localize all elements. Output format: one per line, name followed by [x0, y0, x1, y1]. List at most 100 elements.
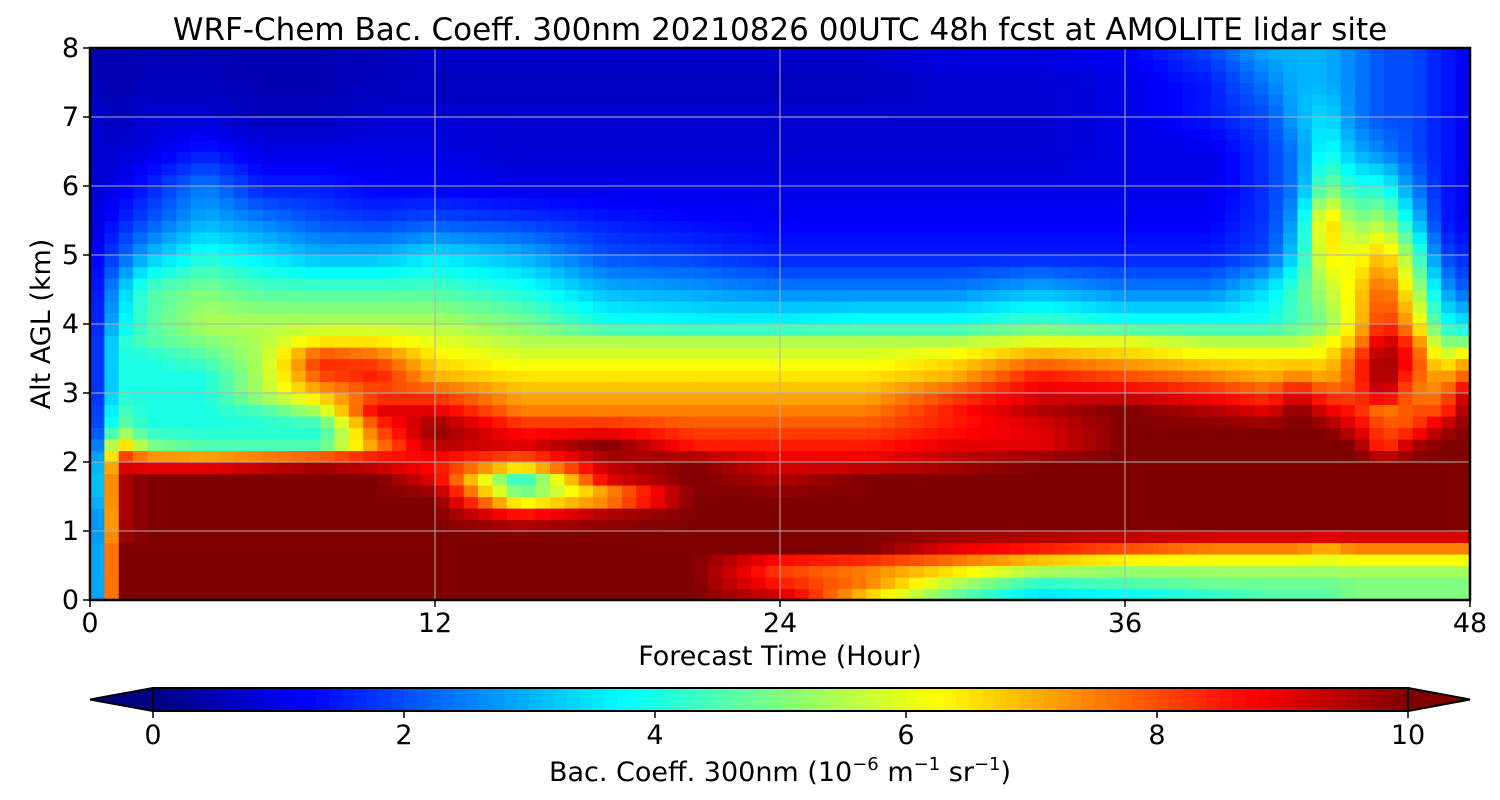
heatmap-cell — [1211, 393, 1227, 406]
heatmap-cell — [679, 105, 695, 118]
colorbar-segment — [504, 688, 518, 711]
heatmap-cell — [679, 324, 695, 337]
heatmap-cell — [1110, 117, 1126, 130]
heatmap-cell — [1398, 209, 1414, 222]
heatmap-cell — [262, 289, 278, 302]
heatmap-cell — [1211, 519, 1227, 532]
heatmap-cell — [161, 496, 177, 509]
heatmap-cell — [794, 531, 810, 544]
heatmap-cell — [981, 105, 997, 118]
heatmap-cell — [1398, 577, 1414, 590]
heatmap-cell — [305, 278, 321, 291]
heatmap-cell — [1283, 278, 1299, 291]
heatmap-cell — [521, 243, 537, 256]
colorbar-segment — [203, 688, 217, 711]
heatmap-cell — [1254, 128, 1270, 141]
heatmap-cell — [765, 508, 781, 521]
heatmap-cell — [276, 232, 292, 245]
heatmap-cell — [478, 565, 494, 578]
heatmap-cell — [1010, 427, 1025, 440]
heatmap-cell — [291, 358, 307, 371]
heatmap-cell — [909, 404, 925, 417]
heatmap-cell — [478, 105, 494, 118]
heatmap-cell — [391, 255, 407, 268]
heatmap-cell — [794, 381, 810, 394]
heatmap-cell — [420, 59, 436, 72]
heatmap-cell — [535, 186, 551, 199]
heatmap-cell — [1412, 71, 1428, 84]
heatmap-cell — [176, 404, 192, 417]
heatmap-cell — [521, 473, 537, 486]
heatmap-cell — [708, 588, 724, 601]
heatmap-cell — [449, 324, 465, 337]
heatmap-cell — [104, 324, 120, 337]
heatmap-cell — [650, 105, 666, 118]
heatmap-cell — [1038, 220, 1054, 233]
heatmap-cell — [851, 186, 867, 199]
heatmap-cell — [1153, 174, 1169, 187]
heatmap-cell — [291, 496, 307, 509]
heatmap-cell — [665, 140, 680, 153]
heatmap-cell — [1024, 289, 1040, 302]
colorbar-segment — [454, 688, 468, 711]
heatmap-cell — [377, 140, 393, 153]
heatmap-cell — [650, 496, 666, 509]
heatmap-cell — [291, 117, 307, 130]
heatmap-cell — [391, 393, 407, 406]
heatmap-cell — [693, 427, 709, 440]
heatmap-cell — [1024, 358, 1040, 371]
heatmap-cell — [176, 416, 192, 429]
heatmap-cell — [262, 462, 278, 475]
heatmap-cell — [938, 82, 954, 95]
heatmap-cell — [550, 485, 565, 498]
heatmap-cell — [391, 519, 407, 532]
heatmap-cell — [736, 335, 752, 348]
heatmap-cell — [708, 347, 724, 360]
heatmap-cell — [1297, 324, 1313, 337]
heatmap-cell — [391, 473, 407, 486]
heatmap-cell — [147, 473, 163, 486]
heatmap-cell — [1024, 485, 1040, 498]
heatmap-cell — [693, 473, 709, 486]
heatmap-cell — [1125, 232, 1140, 245]
heatmap-cell — [880, 174, 896, 187]
heatmap-cell — [866, 174, 882, 187]
heatmap-cell — [377, 186, 393, 199]
heatmap-cell — [492, 71, 508, 84]
heatmap-cell — [1455, 140, 1471, 153]
heatmap-cell — [1010, 186, 1025, 199]
heatmap-cell — [1412, 163, 1428, 176]
heatmap-cell — [550, 117, 565, 130]
heatmap-cell — [133, 427, 149, 440]
heatmap-cell — [952, 174, 968, 187]
heatmap-cell — [621, 186, 637, 199]
heatmap-cell — [636, 496, 652, 509]
heatmap-cell — [1441, 243, 1457, 256]
heatmap-cell — [1369, 105, 1385, 118]
heatmap-cell — [751, 82, 767, 95]
heatmap-cell — [363, 151, 379, 164]
heatmap-cell — [161, 59, 177, 72]
colorbar-segment — [705, 688, 719, 711]
heatmap-cell — [578, 289, 594, 302]
heatmap-cell — [981, 485, 997, 498]
heatmap-cell — [578, 381, 594, 394]
heatmap-cell — [1455, 508, 1471, 521]
heatmap-cell — [262, 59, 278, 72]
heatmap-cell — [1225, 508, 1241, 521]
heatmap-cell — [1024, 439, 1040, 452]
colorbar-segment — [1295, 688, 1309, 711]
heatmap-cell — [406, 473, 422, 486]
heatmap-cell — [1096, 439, 1112, 452]
heatmap-cell — [176, 439, 192, 452]
heatmap-cell — [650, 485, 666, 498]
heatmap-cell — [794, 416, 810, 429]
heatmap-cell — [923, 151, 939, 164]
heatmap-cell — [233, 335, 249, 348]
heatmap-cell — [161, 565, 177, 578]
heatmap-cell — [722, 105, 738, 118]
heatmap-cell — [1441, 462, 1457, 475]
heatmap-cell — [205, 48, 220, 61]
heatmap-cell — [305, 565, 321, 578]
heatmap-cell — [506, 59, 522, 72]
